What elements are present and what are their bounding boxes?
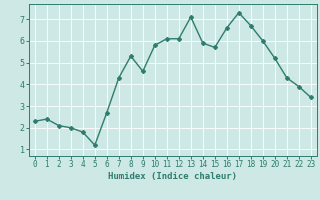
X-axis label: Humidex (Indice chaleur): Humidex (Indice chaleur) xyxy=(108,172,237,181)
